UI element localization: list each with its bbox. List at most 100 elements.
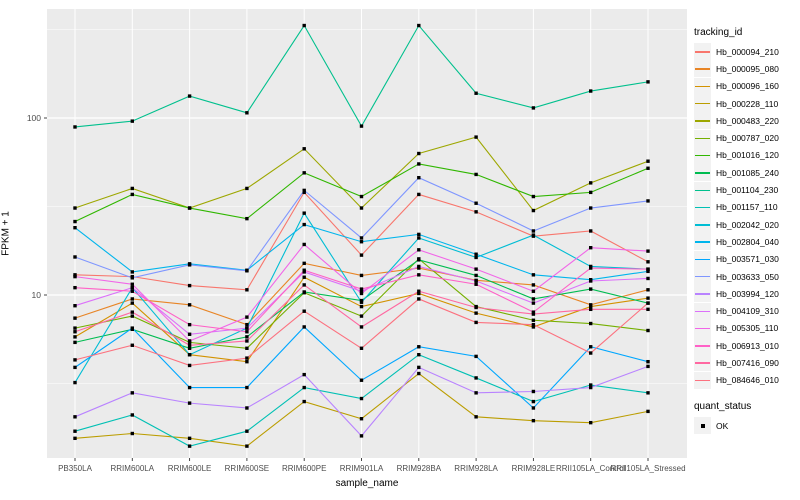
data-point (73, 340, 77, 345)
data-point (245, 326, 249, 330)
data-point (531, 389, 536, 394)
legend-item: Hb_001157_110 (694, 198, 800, 216)
data-point (417, 352, 421, 357)
data-point (646, 267, 650, 271)
data-point (589, 89, 593, 93)
legend-key-line-icon (695, 276, 710, 278)
data-point (589, 287, 593, 291)
data-point (359, 194, 364, 199)
data-point (417, 162, 421, 166)
legend-item-label: Hb_002804_040 (716, 236, 779, 247)
y-axis-title: FPKM + 1 (0, 211, 12, 256)
legend-key (694, 302, 711, 320)
data-point (474, 201, 478, 205)
legend-item-quant-ok: OK (694, 417, 800, 435)
data-point (359, 291, 364, 296)
legend-key-line-icon (695, 362, 710, 364)
data-point (302, 399, 306, 404)
data-point (245, 346, 249, 350)
legend-item: Hb_004109_310 (694, 302, 800, 320)
data-point (646, 288, 650, 292)
data-point (130, 119, 134, 123)
data-point (359, 300, 364, 304)
data-point (73, 316, 77, 320)
data-point (187, 263, 192, 267)
data-point (130, 301, 134, 305)
legend-key-line-icon (695, 206, 710, 209)
data-point (187, 444, 192, 448)
legend-item: Hb_007416_090 (694, 354, 800, 372)
data-point (130, 431, 134, 436)
data-point (187, 332, 192, 336)
data-point (302, 171, 306, 175)
data-point (589, 321, 593, 326)
data-point (589, 420, 593, 425)
legend-item-label: Hb_000095_080 (716, 63, 779, 74)
data-point (359, 289, 364, 293)
data-point (359, 253, 364, 257)
data-point (302, 385, 306, 390)
data-point (302, 275, 306, 279)
legend-block-quant-status: quant_status OK (694, 400, 800, 435)
data-point (589, 385, 593, 390)
legend-item-label: Hb_000787_020 (716, 133, 779, 144)
data-point (646, 269, 650, 274)
data-point (73, 274, 77, 279)
data-point (130, 343, 134, 347)
data-point (531, 297, 536, 301)
data-point (359, 417, 364, 421)
x-tick-label: RRIM600SE (225, 464, 269, 473)
data-point (130, 413, 134, 417)
data-point (417, 232, 421, 237)
data-point (187, 346, 192, 350)
data-point (187, 283, 192, 288)
data-point (589, 351, 593, 355)
legend-key-line-icon (695, 154, 710, 157)
data-point (531, 312, 536, 316)
data-point (646, 249, 650, 253)
y-tick-label: 10 (32, 290, 42, 300)
data-point (417, 289, 421, 293)
legend-item-label: Hb_000096_160 (716, 81, 779, 92)
data-point (130, 289, 134, 293)
data-point (359, 396, 364, 401)
data-point (302, 23, 306, 28)
legend-item: Hb_000096_160 (694, 77, 800, 95)
data-point (531, 208, 536, 213)
data-point (417, 297, 421, 301)
data-point (359, 346, 364, 350)
data-point (474, 320, 478, 325)
legend-items-tracking-id: Hb_000094_210 Hb_000095_080 Hb_000096_160 H… (694, 43, 800, 389)
data-point (474, 252, 478, 256)
data-point (646, 391, 650, 395)
data-point (589, 383, 593, 387)
data-point (589, 229, 593, 233)
data-point (130, 270, 134, 274)
data-point (187, 206, 192, 210)
data-point (474, 279, 478, 283)
legend-item: Hb_005305_110 (694, 319, 800, 337)
data-point (417, 264, 421, 269)
data-point (646, 409, 650, 414)
data-point (73, 415, 77, 419)
data-point (187, 343, 192, 347)
data-point (589, 304, 593, 309)
data-point (359, 240, 364, 244)
data-point (73, 219, 77, 224)
data-point (130, 326, 134, 330)
data-point (474, 210, 478, 214)
legend-item: Hb_003571_030 (694, 250, 800, 268)
data-point (531, 310, 536, 314)
legend-title-quant-status: quant_status (694, 400, 752, 412)
legend-item-label: OK (716, 420, 729, 431)
legend-key (694, 285, 711, 303)
data-point (245, 330, 249, 334)
data-point (531, 406, 536, 410)
data-point (589, 181, 593, 185)
data-point (302, 211, 306, 215)
legend-item: Hb_000483_220 (694, 112, 800, 130)
data-point (73, 436, 77, 441)
data-point (245, 359, 249, 364)
data-point (302, 268, 306, 272)
